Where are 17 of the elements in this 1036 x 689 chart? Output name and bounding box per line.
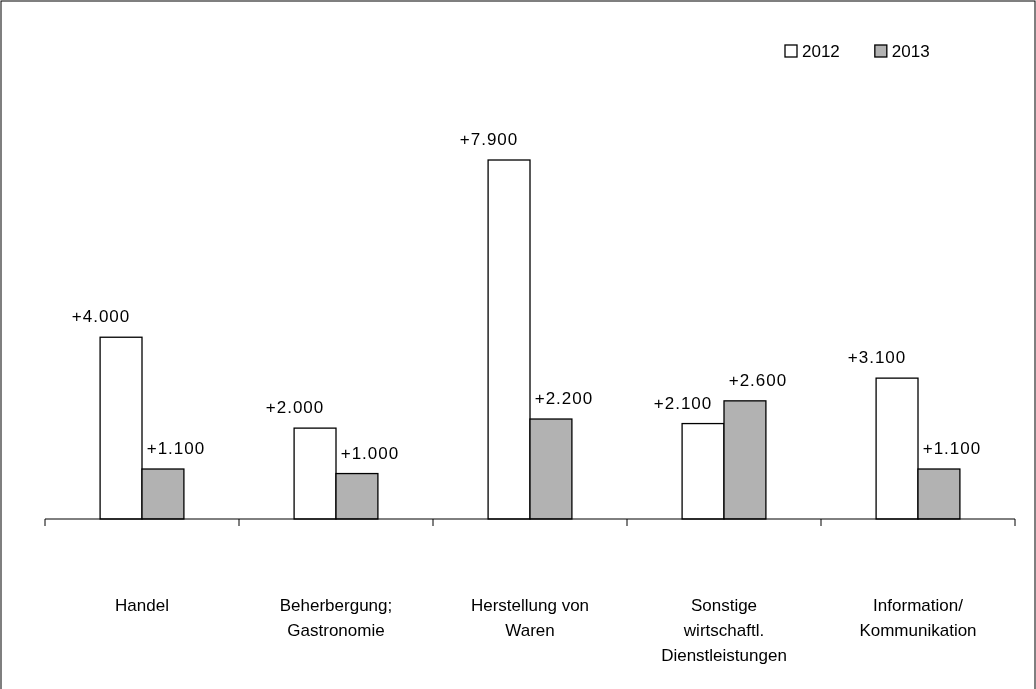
data-label: +3.100	[847, 348, 907, 368]
x-tick-label: Information/ Kommunikation	[859, 596, 977, 640]
data-label: +2.200	[534, 389, 594, 409]
data-label: +1.000	[340, 443, 400, 463]
x-tick-label: Handel	[115, 596, 169, 615]
x-tick-label: Beherbergung; Gastronomie	[279, 596, 393, 640]
x-tick-label: Sonstige wirtschaftl. Dienstleistungen	[661, 596, 787, 665]
data-label: +7.900	[459, 130, 519, 150]
data-label: +2.600	[728, 370, 788, 390]
x-tick-label: Herstellung von Waren	[470, 596, 590, 640]
legend-label: 2012	[802, 42, 840, 61]
data-label: +2.100	[653, 393, 713, 413]
data-label: +1.100	[922, 439, 982, 459]
data-label: +1.100	[146, 439, 206, 459]
data-label: +4.000	[71, 307, 131, 327]
data-label: +2.000	[265, 398, 325, 418]
legend-label: 2013	[891, 42, 930, 61]
